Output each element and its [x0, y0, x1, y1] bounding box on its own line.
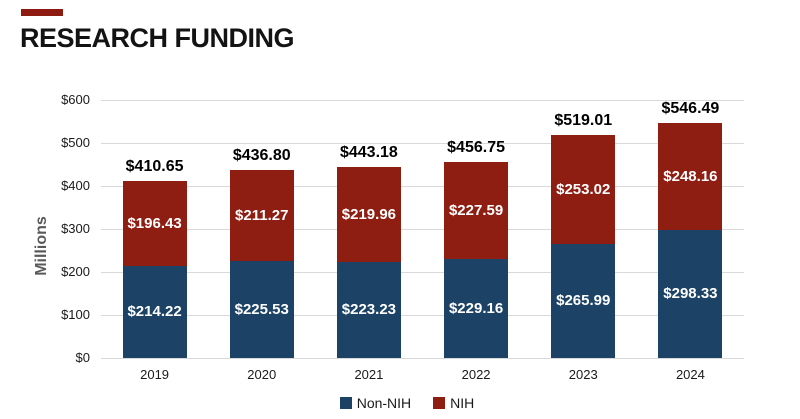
- bar-segment-nih: $211.27: [229, 170, 294, 262]
- bar-value-label: $223.23: [341, 301, 397, 319]
- x-axis-label-2019: 2019: [140, 367, 170, 382]
- bar-segment-non-nih: $229.16: [444, 259, 509, 358]
- gridline: [101, 185, 744, 187]
- x-axis-label-2020: 2020: [247, 367, 277, 382]
- bar-segment-non-nih: $225.53: [229, 261, 294, 358]
- gridline: [101, 142, 744, 144]
- y-tick-label: $100: [61, 307, 90, 322]
- bar-group-2022: $227.59 $229.16: [444, 161, 509, 358]
- bar-value-label: $298.33: [663, 285, 718, 303]
- title-accent-bar: [21, 9, 63, 16]
- legend-item-non-nih: Non-NIH: [339, 395, 412, 411]
- bar-total-label: $519.01: [554, 111, 613, 129]
- y-axis-title: Millions: [33, 216, 50, 276]
- bar-value-label: $248.16: [663, 167, 718, 185]
- bar-segment-nih: $253.02: [551, 134, 616, 244]
- bar-segment-nih: $248.16: [658, 123, 723, 230]
- x-axis-label-2023: 2023: [568, 367, 598, 382]
- bar-value-label: $227.59: [448, 202, 504, 220]
- bar-value-label: $214.22: [127, 303, 182, 321]
- legend-swatch-nih: [433, 397, 446, 409]
- y-tick-label: $600: [61, 92, 90, 107]
- bar-value-label: $253.02: [556, 180, 611, 198]
- y-tick-label: $0: [75, 350, 90, 365]
- y-tick-label: $500: [61, 135, 90, 150]
- bar-value-label: $229.16: [448, 300, 504, 318]
- legend-swatch-non-nih: [339, 397, 352, 409]
- bar-segment-non-nih: $298.33: [658, 229, 723, 358]
- page-title: RESEARCH FUNDING: [20, 23, 295, 53]
- bar-group-2020: $211.27 $225.53: [229, 170, 294, 358]
- bar-segment-nih: $196.43: [122, 181, 187, 266]
- x-axis-label-2021: 2021: [354, 367, 384, 382]
- gridline: [101, 228, 744, 230]
- x-axis-label-2022: 2022: [461, 367, 491, 382]
- gridline: [101, 271, 744, 273]
- bar-group-2023: $253.02 $265.99: [551, 134, 616, 358]
- bar-value-label: $265.99: [556, 292, 611, 310]
- bar-segment-non-nih: $223.23: [336, 262, 401, 358]
- bar-total-label: $456.75: [447, 138, 505, 156]
- bar-segment-non-nih: $265.99: [551, 243, 616, 358]
- gridline: [101, 99, 744, 101]
- bar-value-label: $225.53: [234, 301, 289, 318]
- bar-total-label: $436.80: [232, 147, 291, 165]
- bar-group-2021: $219.96 $223.23: [336, 167, 401, 358]
- bar-total-label: $546.49: [661, 100, 720, 117]
- bar-group-2024: $248.16 $298.33: [658, 123, 723, 358]
- bar-segment-nih: $219.96: [336, 167, 401, 262]
- bar-value-label: $219.96: [341, 206, 397, 224]
- y-tick-label: $300: [61, 221, 90, 236]
- legend-label: Non-NIH: [356, 395, 412, 411]
- x-axis-label-2024: 2024: [675, 367, 705, 382]
- bar-total-label: $443.18: [339, 144, 398, 162]
- bar-segment-non-nih: $214.22: [122, 265, 187, 358]
- bar-value-label: $211.27: [235, 207, 289, 225]
- gridline: [101, 357, 744, 359]
- bar-value-label: $196.43: [127, 215, 182, 233]
- bar-total-label: $410.65: [125, 158, 184, 176]
- y-tick-label: $200: [61, 264, 90, 279]
- bar-group-2019: $196.43 $214.22: [122, 181, 187, 358]
- gridline: [101, 314, 744, 316]
- chart-legend: Non-NIH NIH: [70, 395, 744, 411]
- bar-segment-nih: $227.59: [444, 161, 509, 260]
- legend-item-nih: NIH: [433, 395, 474, 411]
- y-tick-label: $400: [61, 178, 90, 193]
- legend-label: NIH: [450, 395, 475, 411]
